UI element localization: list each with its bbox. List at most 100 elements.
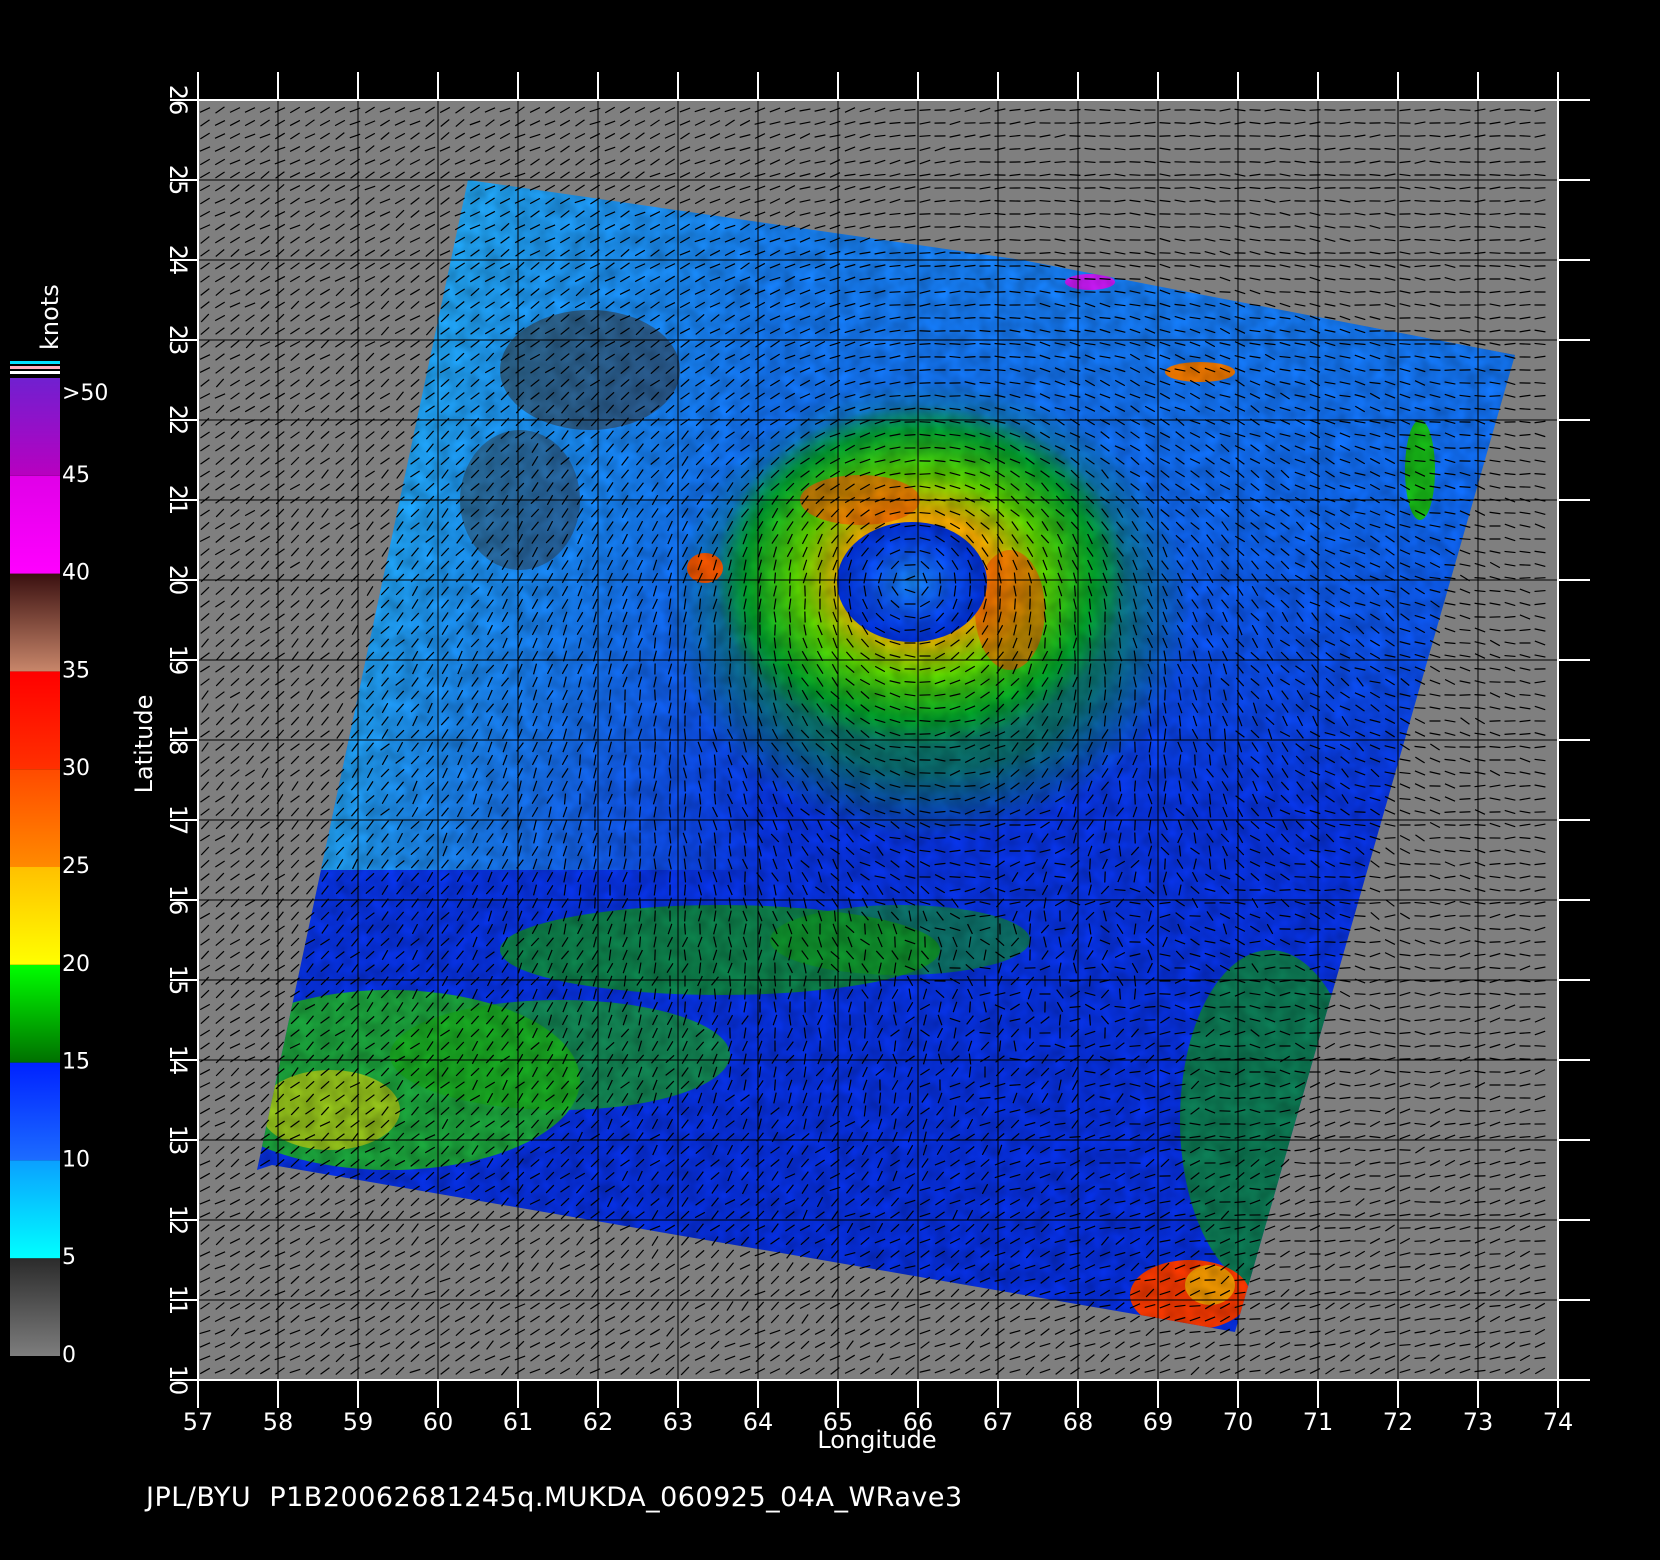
- wind-vector: [847, 611, 853, 623]
- wind-vector: [964, 665, 976, 673]
- wind-vector: [1039, 264, 1051, 268]
- wind-vector: [1069, 264, 1081, 268]
- wind-vector: [440, 483, 450, 491]
- wind-vector: [1519, 459, 1531, 463]
- wind-vector: [1414, 459, 1426, 463]
- wind-vector: [289, 145, 301, 153]
- wind-vector: [788, 598, 792, 610]
- wind-vector: [949, 134, 961, 138]
- wind-vector: [200, 586, 210, 596]
- wind-vector: [577, 598, 583, 610]
- wind-vector: [789, 585, 791, 597]
- wind-vector: [1519, 238, 1531, 242]
- wind-vector: [1102, 572, 1108, 584]
- wind-vector: [1399, 602, 1411, 606]
- wind-vector: [815, 470, 825, 478]
- wind-vector: [1519, 550, 1531, 554]
- wind-vector: [1012, 663, 1018, 675]
- wind-vector: [1324, 277, 1336, 281]
- wind-vector: [844, 394, 856, 398]
- wind-vector: [1384, 718, 1396, 724]
- wind-vector: [321, 625, 329, 635]
- wind-vector: [1054, 367, 1066, 373]
- wind-vector: [1309, 264, 1321, 268]
- wind-vector: [260, 807, 270, 817]
- wind-vector: [739, 314, 751, 322]
- wind-vector: [1144, 405, 1156, 413]
- wind-vector: [320, 794, 330, 804]
- wind-vector: [1264, 342, 1276, 346]
- wind-vector: [364, 249, 376, 257]
- wind-vector: [860, 522, 870, 530]
- wind-vector: [1414, 653, 1426, 659]
- wind-vector: [919, 446, 931, 450]
- wind-vector: [1130, 483, 1140, 491]
- wind-vector: [547, 741, 553, 753]
- wind-vector: [200, 275, 210, 283]
- wind-vector: [261, 742, 269, 752]
- wind-vector: [1174, 134, 1186, 138]
- wind-vector: [979, 122, 991, 124]
- wind-vector: [801, 715, 809, 727]
- wind-vector: [698, 598, 702, 610]
- wind-vector: [485, 379, 495, 387]
- wind-vector: [410, 132, 420, 140]
- wind-vector: [1324, 640, 1336, 646]
- wind-vector: [395, 768, 405, 778]
- wind-vector: [1101, 521, 1109, 531]
- wind-vector: [859, 316, 871, 320]
- wind-vector: [1146, 637, 1154, 649]
- wind-vector: [875, 612, 885, 622]
- wind-vector: [215, 704, 225, 712]
- wind-vector: [1159, 147, 1171, 151]
- wind-vector: [545, 197, 555, 205]
- wind-vector: [799, 224, 811, 230]
- wind-vector: [1399, 783, 1411, 789]
- wind-vector: [275, 262, 285, 270]
- wind-vector: [335, 249, 345, 257]
- wind-vector: [319, 288, 331, 296]
- wind-vector: [949, 459, 961, 463]
- wind-vector: [1145, 521, 1155, 531]
- wind-vector: [607, 624, 613, 636]
- wind-vector: [739, 366, 751, 374]
- wind-vector: [788, 611, 792, 623]
- wind-vector: [260, 677, 270, 687]
- wind-vector: [575, 210, 585, 218]
- wind-vector: [698, 780, 702, 792]
- wind-vector: [786, 780, 794, 792]
- wind-vector: [770, 431, 780, 439]
- wind-vector: [1325, 703, 1335, 713]
- wind-vector: [484, 366, 496, 374]
- wind-vector: [1489, 485, 1501, 489]
- wind-vector: [1144, 315, 1156, 321]
- wind-vector: [1459, 771, 1471, 775]
- wind-vector: [199, 158, 211, 166]
- wind-vector: [199, 354, 211, 360]
- wind-vector: [1504, 121, 1516, 125]
- wind-vector: [1459, 252, 1471, 254]
- wind-vector: [380, 132, 390, 140]
- wind-vector: [787, 819, 793, 831]
- wind-vector: [305, 483, 315, 491]
- wind-vector: [1324, 445, 1336, 451]
- wind-vector: [1489, 212, 1501, 216]
- wind-vector: [1220, 586, 1230, 596]
- wind-vector: [1130, 534, 1140, 544]
- wind-vector: [1088, 611, 1092, 623]
- wind-vector: [754, 328, 766, 334]
- wind-vector: [694, 146, 706, 152]
- wind-vector: [1414, 770, 1426, 776]
- wind-vector: [440, 378, 450, 388]
- wind-vector: [754, 353, 766, 361]
- wind-vector: [531, 559, 539, 571]
- wind-vector: [634, 185, 646, 191]
- wind-vector: [1311, 781, 1319, 791]
- wind-vector: [290, 677, 300, 687]
- wind-vector: [799, 133, 811, 139]
- wind-vector: [1223, 754, 1227, 766]
- wind-vector: [754, 262, 766, 270]
- wind-vector: [575, 456, 585, 466]
- wind-vector: [517, 663, 523, 675]
- wind-vector: [230, 314, 240, 322]
